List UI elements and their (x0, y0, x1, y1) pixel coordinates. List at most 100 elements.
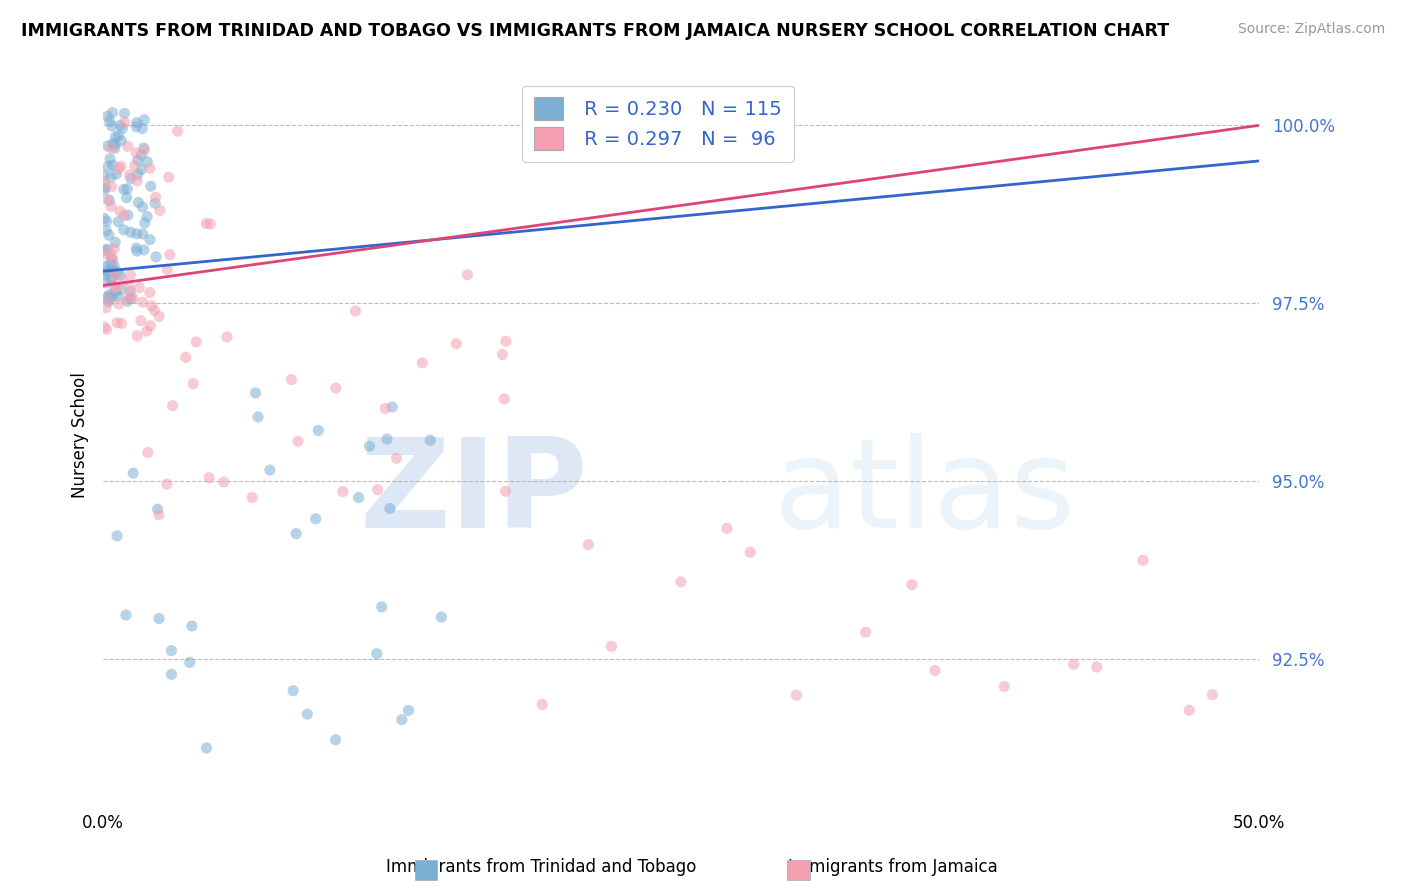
Point (96, 224, 118, 238)
Point (115, 607, 138, 622)
Point (785, 688, 807, 702)
Point (98, 257, 121, 271)
Point (287, 434, 309, 449)
Point (855, 625, 877, 640)
Point (101, 270, 124, 285)
Text: ZIP: ZIP (360, 433, 589, 554)
Point (98, 194, 121, 208)
Point (104, 284, 127, 298)
Point (98, 287, 121, 301)
Point (669, 574, 692, 589)
Point (117, 182, 139, 196)
Point (139, 161, 162, 176)
Point (125, 244, 148, 259)
Point (134, 112, 156, 127)
Point (531, 698, 554, 712)
Legend:  R = 0.230   N = 115,  R = 0.297   N =  96: R = 0.230 N = 115, R = 0.297 N = 96 (522, 86, 793, 161)
Point (127, 174, 149, 188)
Point (128, 280, 150, 294)
Point (146, 502, 169, 516)
Point (901, 577, 924, 591)
Point (125, 145, 148, 160)
Point (127, 328, 149, 343)
Point (280, 372, 302, 386)
Point (132, 243, 155, 257)
Point (104, 129, 127, 144)
Point (195, 217, 218, 231)
Point (93, 211, 115, 226)
Point (115, 191, 138, 205)
Point (181, 376, 204, 391)
Point (110, 134, 132, 148)
Point (108, 161, 131, 176)
Point (112, 209, 135, 223)
Point (114, 106, 136, 120)
Point (212, 475, 235, 489)
Point (104, 137, 127, 152)
Point (740, 545, 762, 559)
Point (325, 381, 347, 395)
Point (94, 301, 117, 315)
Point (156, 477, 179, 491)
Point (411, 356, 433, 370)
Text: Source: ZipAtlas.com: Source: ZipAtlas.com (1237, 22, 1385, 37)
Point (103, 258, 125, 272)
Point (103, 280, 125, 294)
Point (98, 114, 121, 128)
Point (96, 242, 118, 256)
Point (94, 243, 117, 257)
Point (1201, 688, 1223, 702)
Point (110, 317, 132, 331)
Point (94, 180, 117, 194)
Point (160, 667, 183, 681)
Point (103, 268, 125, 283)
Point (96, 193, 118, 207)
Point (495, 334, 517, 349)
Point (125, 241, 148, 255)
Point (200, 217, 222, 231)
Point (94, 260, 117, 274)
Point (120, 171, 142, 186)
Point (259, 463, 281, 477)
Point (398, 703, 420, 717)
Point (139, 318, 162, 333)
Point (107, 289, 129, 303)
Point (105, 316, 128, 330)
Point (215, 330, 238, 344)
Point (125, 115, 148, 129)
Point (378, 501, 401, 516)
Point (100, 199, 122, 213)
Point (107, 215, 129, 229)
Point (136, 154, 159, 169)
Point (924, 664, 946, 678)
Point (1132, 553, 1154, 567)
Point (101, 136, 124, 151)
Point (366, 647, 388, 661)
Point (94, 268, 117, 282)
Point (101, 261, 124, 276)
Point (307, 424, 329, 438)
Point (120, 268, 142, 283)
Point (93, 175, 115, 189)
Point (491, 347, 513, 361)
Point (104, 141, 127, 155)
Point (117, 139, 139, 153)
Point (100, 170, 122, 185)
Point (134, 216, 156, 230)
Point (457, 268, 479, 282)
Point (100, 247, 122, 261)
Point (494, 392, 516, 406)
Point (159, 247, 181, 261)
Point (198, 471, 221, 485)
Point (122, 291, 145, 305)
Point (114, 115, 136, 129)
Point (129, 314, 152, 328)
Point (141, 299, 163, 313)
Point (108, 204, 131, 219)
Point (117, 208, 139, 222)
Point (148, 310, 170, 324)
Point (139, 179, 162, 194)
Point (347, 491, 370, 505)
Point (179, 656, 201, 670)
Point (93, 264, 115, 278)
